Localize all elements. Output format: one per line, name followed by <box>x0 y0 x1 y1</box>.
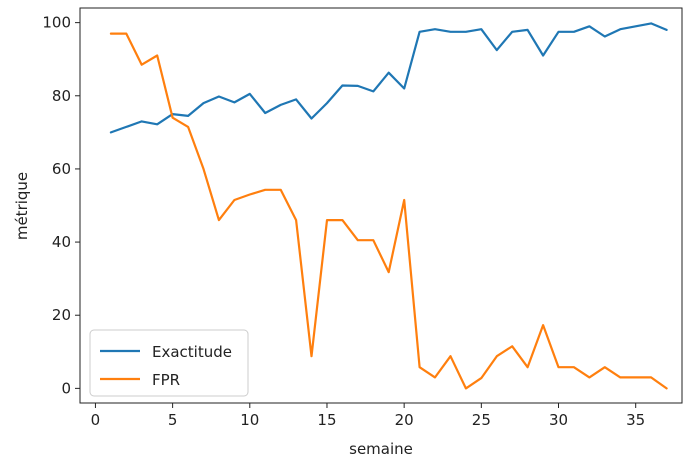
x-axis-ticks: 0 5 10 15 20 25 30 35 <box>91 403 645 429</box>
legend-label-exactitude: Exactitude <box>152 343 232 361</box>
legend-label-fpr: FPR <box>152 371 180 389</box>
x-axis-label: semaine <box>349 440 413 458</box>
x-tick-label: 10 <box>240 411 259 429</box>
y-tick-label: 20 <box>52 306 71 324</box>
y-tick-label: 60 <box>52 160 71 178</box>
x-tick-label: 20 <box>395 411 414 429</box>
x-tick-label: 30 <box>549 411 568 429</box>
y-tick-label: 40 <box>52 233 71 251</box>
y-tick-label: 100 <box>42 14 71 32</box>
x-tick-label: 25 <box>472 411 491 429</box>
x-tick-label: 5 <box>168 411 178 429</box>
series-line-fpr <box>109 32 668 390</box>
y-axis-label: métrique <box>13 172 31 240</box>
y-tick-label: 80 <box>52 87 71 105</box>
y-tick-label: 0 <box>61 379 71 397</box>
legend: Exactitude FPR <box>89 329 249 397</box>
plot-frame <box>79 7 683 404</box>
x-tick-label: 35 <box>626 411 645 429</box>
x-tick-label: 0 <box>91 411 101 429</box>
y-axis-ticks: 0 20 40 60 80 100 <box>42 14 80 397</box>
series-line-exactitude <box>109 22 668 134</box>
series-layer <box>109 22 668 390</box>
x-tick-label: 15 <box>317 411 336 429</box>
